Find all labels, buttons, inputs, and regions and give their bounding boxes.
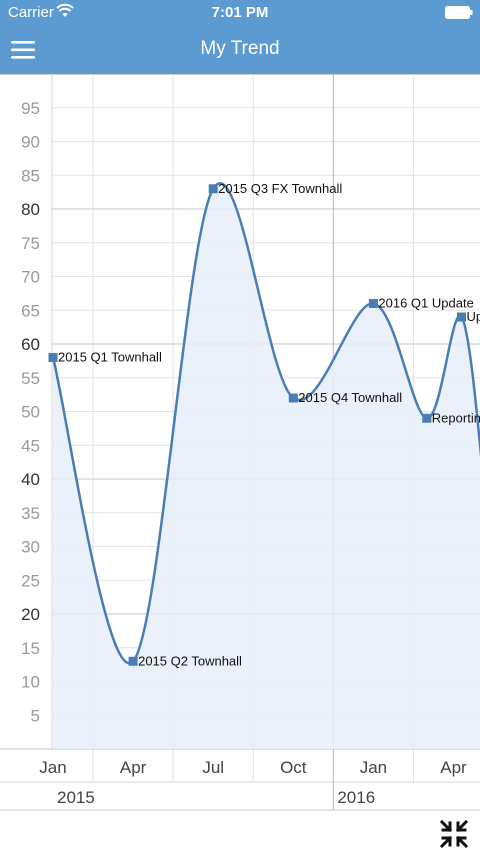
y-axis-tick-label: 75 — [21, 234, 40, 253]
data-point-label: Reporting — [432, 410, 480, 425]
x-axis-year-label: 2016 — [337, 788, 375, 807]
page-title: My Trend — [200, 38, 280, 59]
y-axis-tick-label: 30 — [21, 538, 40, 557]
nav-bar: My Trend — [0, 26, 480, 74]
y-axis-tick-label: 45 — [21, 436, 40, 455]
x-axis-tick-label: Jan — [360, 758, 387, 777]
trend-chart[interactable]: 2015 Q1 Townhall 2015 Q2 Townhall 2015 Q3 … — [0, 74, 480, 814]
wifi-icon — [56, 3, 74, 24]
data-point-marker — [422, 413, 432, 423]
x-axis-tick-label: Jan — [39, 758, 66, 777]
y-axis-tick-label: 65 — [21, 301, 40, 320]
data-point-marker — [457, 312, 467, 322]
data-point-marker — [208, 184, 218, 194]
data-point-label: 2015 Q1 Townhall — [58, 350, 162, 365]
y-axis-tick-label: 40 — [21, 470, 40, 489]
status-bar: Carrier 7:01 PM — [0, 0, 480, 26]
x-axis-year-label: 2015 — [57, 788, 95, 807]
carrier-label: Carrier — [8, 4, 54, 21]
data-point-marker — [48, 353, 58, 362]
y-axis-tick-label: 35 — [21, 504, 40, 523]
data-point-label: 2015 Q3 FX Townhall — [218, 181, 342, 196]
y-axis-tick-label: 60 — [21, 335, 40, 354]
y-axis-tick-label: 15 — [21, 639, 40, 658]
data-point-label: Update — [467, 309, 480, 324]
clock: 7:01 PM — [211, 4, 269, 21]
y-axis-tick-label: 20 — [21, 605, 40, 624]
data-point-marker — [368, 299, 378, 308]
area-fill — [53, 183, 480, 749]
y-axis-tick-label: 25 — [21, 571, 40, 590]
x-axis-tick-label: Oct — [280, 758, 307, 777]
data-point-label: 2016 Q1 Update — [378, 296, 473, 311]
y-axis-tick-label: 90 — [21, 133, 40, 152]
hamburger-menu-icon[interactable] — [10, 36, 38, 64]
footer — [0, 814, 480, 854]
data-point-marker — [288, 393, 298, 403]
x-axis-tick-label: Jul — [202, 758, 224, 777]
trend-chart-svg: 2015 Q1 Townhall 2015 Q2 Townhall 2015 Q3 … — [0, 74, 480, 811]
y-axis-tick-label: 55 — [21, 369, 40, 388]
data-point-label: 2015 Q2 Townhall — [138, 653, 242, 668]
y-axis-tick-label: 80 — [21, 200, 40, 219]
y-axis-tick-label: 10 — [21, 673, 40, 692]
y-axis-tick-label: 95 — [21, 99, 40, 118]
battery-icon — [445, 6, 473, 24]
x-axis-tick-label: Apr — [120, 758, 147, 777]
data-point-label: 2015 Q4 Townhall — [298, 390, 402, 405]
y-axis-tick-label: 70 — [21, 268, 40, 287]
y-axis-tick-label: 50 — [21, 403, 40, 422]
y-axis-tick-label: 5 — [31, 706, 40, 725]
collapse-arrows-icon[interactable] — [438, 818, 470, 850]
y-axis-tick-label: 85 — [21, 166, 40, 185]
x-axis-tick-label: Apr — [440, 758, 467, 777]
data-point-marker — [128, 656, 138, 666]
